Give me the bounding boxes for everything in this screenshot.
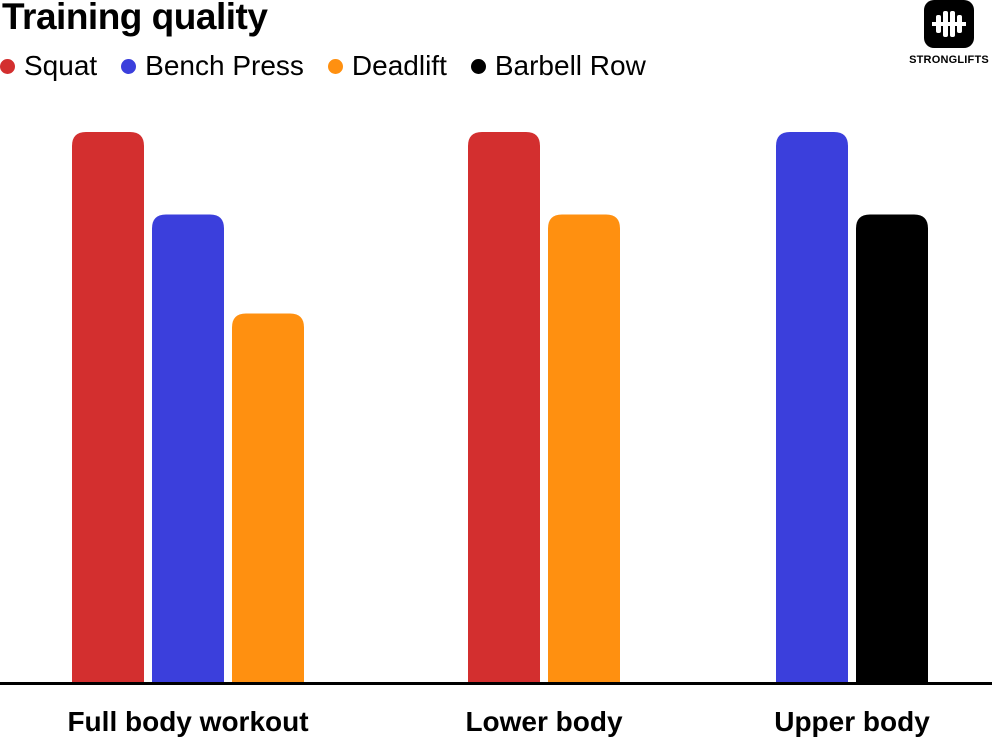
bar-lower-body-deadlift (548, 214, 620, 682)
legend-dot-deadlift (327, 58, 343, 74)
stronglifts-logo: STRONGLIFTS (906, 0, 992, 72)
legend-item-bench-press: Bench Press (121, 50, 304, 82)
bar-full-body-workout-bench-press (152, 214, 224, 682)
category-label-lower-body: Lower body (465, 706, 623, 737)
legend: Squat Bench Press Deadlift Barbell Row (0, 48, 670, 84)
legend-dot-squat (0, 58, 15, 74)
legend-label-deadlift: Deadlift (351, 50, 447, 81)
legend-item-deadlift: Deadlift (327, 50, 447, 82)
legend-item-squat: Squat (0, 50, 97, 82)
bar-upper-body-barbell-row (856, 214, 928, 682)
chart-title: Training quality (2, 0, 268, 37)
category-label-upper-body: Upper body (774, 706, 930, 737)
legend-dot-bench-press (121, 58, 137, 74)
bar-full-body-workout-squat (72, 132, 144, 682)
legend-dot-barbell-row (470, 58, 486, 74)
legend-label-bench-press: Bench Press (145, 50, 304, 81)
category-label-full-body-workout: Full body workout (67, 706, 308, 737)
legend-label-barbell-row: Barbell Row (494, 50, 646, 81)
bar-full-body-workout-deadlift (232, 313, 304, 682)
legend-item-barbell-row: Barbell Row (470, 50, 646, 82)
logo-text: STRONGLIFTS (909, 54, 989, 66)
barbell-plates-icon (924, 0, 974, 48)
legend-label-squat: Squat (24, 50, 98, 81)
bar-upper-body-bench-press (776, 132, 848, 682)
bar-lower-body-squat (468, 132, 540, 682)
